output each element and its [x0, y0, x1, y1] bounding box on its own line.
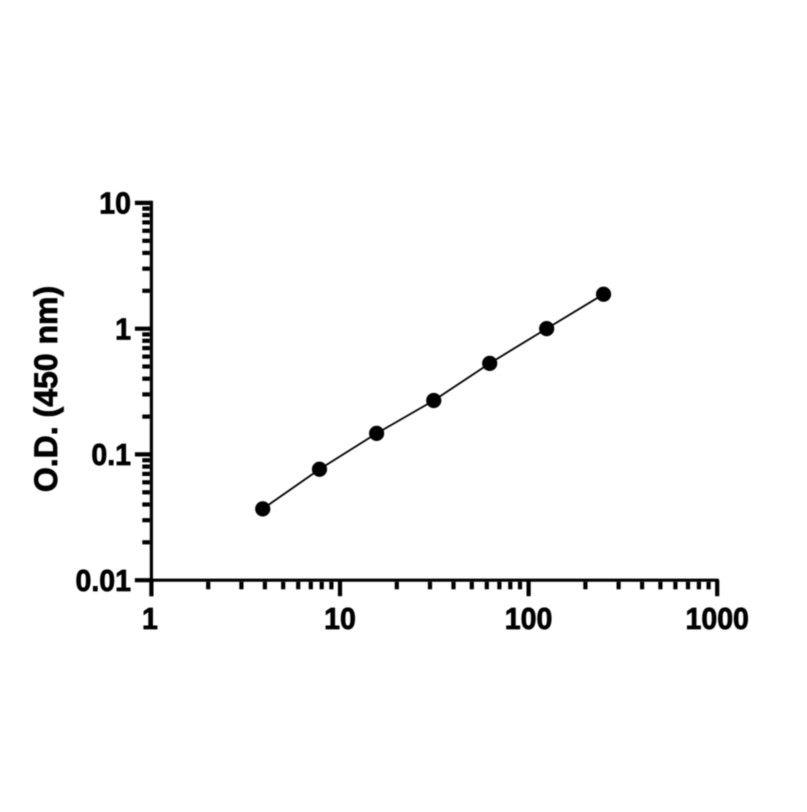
svg-text:1: 1 [142, 601, 158, 636]
svg-text:0.1: 0.1 [91, 437, 131, 472]
svg-text:1000: 1000 [686, 601, 749, 636]
svg-text:10: 10 [99, 186, 131, 221]
svg-text:O.D. (450 nm): O.D. (450 nm) [28, 286, 64, 492]
svg-text:10: 10 [324, 601, 356, 636]
svg-text:100: 100 [505, 601, 553, 636]
svg-text:1: 1 [115, 311, 131, 346]
svg-text:0.01: 0.01 [76, 563, 132, 598]
